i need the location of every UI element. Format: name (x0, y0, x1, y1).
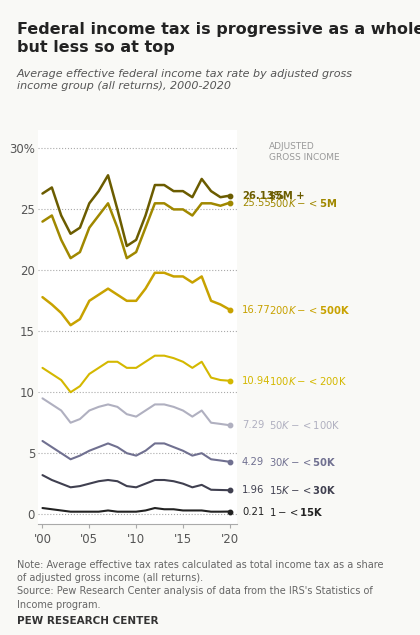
Text: $50K - <$100K: $50K - <$100K (269, 419, 341, 431)
Text: $5M +: $5M + (269, 190, 304, 201)
Text: 10.94: 10.94 (242, 376, 270, 386)
Text: ADJUSTED
GROSS INCOME: ADJUSTED GROSS INCOME (269, 142, 340, 163)
Text: 25.55: 25.55 (242, 197, 271, 208)
Text: $1 - <$15K: $1 - <$15K (269, 505, 324, 518)
Text: 1.96: 1.96 (242, 485, 264, 495)
Text: 7.29: 7.29 (242, 420, 264, 431)
Text: $15K - <$30K: $15K - <$30K (269, 485, 337, 496)
Text: 4.29: 4.29 (242, 457, 264, 467)
Text: $30K - <$50K: $30K - <$50K (269, 456, 337, 468)
Text: 0.21: 0.21 (242, 507, 264, 516)
Text: 16.77: 16.77 (242, 305, 271, 315)
Text: Average effective federal income tax rate by adjusted gross
income group (all re: Average effective federal income tax rat… (17, 69, 353, 91)
Text: $200K - <$500K: $200K - <$500K (269, 304, 350, 316)
Text: $500K - <$5M: $500K - <$5M (269, 197, 337, 209)
Text: Note: Average effective tax rates calculated as total income tax as a share
of a: Note: Average effective tax rates calcul… (17, 560, 383, 610)
Text: 26.13%: 26.13% (242, 190, 284, 201)
Text: Federal income tax is progressive as a whole,
but less so at top: Federal income tax is progressive as a w… (17, 22, 420, 55)
Text: PEW RESEARCH CENTER: PEW RESEARCH CENTER (17, 616, 158, 626)
Text: $100K - <$200K: $100K - <$200K (269, 375, 347, 387)
